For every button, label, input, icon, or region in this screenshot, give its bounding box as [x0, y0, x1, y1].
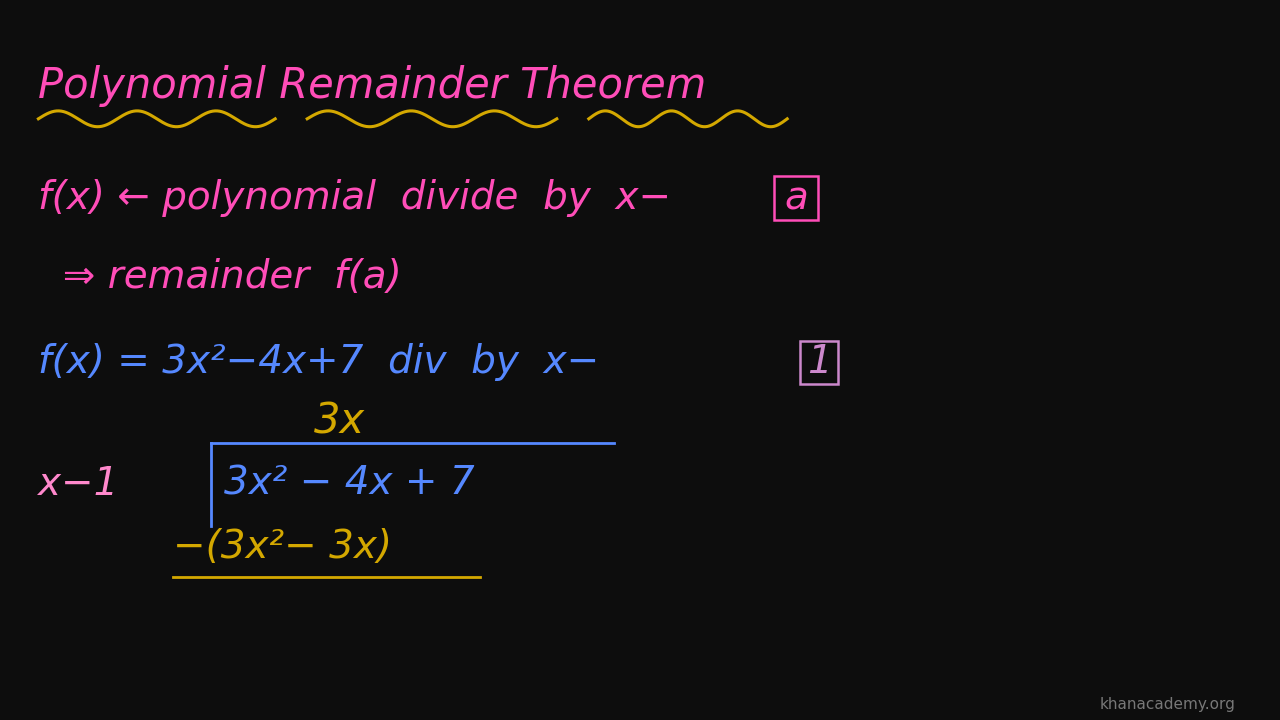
- Text: ⇒ remainder  f(a): ⇒ remainder f(a): [38, 258, 402, 296]
- Text: 3x² − 4x + 7: 3x² − 4x + 7: [224, 465, 475, 503]
- Text: f(x) ← polynomial  divide  by  x−: f(x) ← polynomial divide by x−: [38, 179, 672, 217]
- Text: Polynomial Remainder Theorem: Polynomial Remainder Theorem: [38, 66, 707, 107]
- Text: −(3x²− 3x): −(3x²− 3x): [173, 528, 392, 566]
- Text: 3x: 3x: [314, 400, 365, 442]
- Text: a: a: [785, 179, 808, 217]
- Text: x−1: x−1: [38, 465, 119, 503]
- Text: khanacademy.org: khanacademy.org: [1100, 697, 1235, 711]
- Text: 1: 1: [806, 343, 832, 381]
- Text: f(x) = 3x²−4x+7  div  by  x−: f(x) = 3x²−4x+7 div by x−: [38, 343, 599, 381]
